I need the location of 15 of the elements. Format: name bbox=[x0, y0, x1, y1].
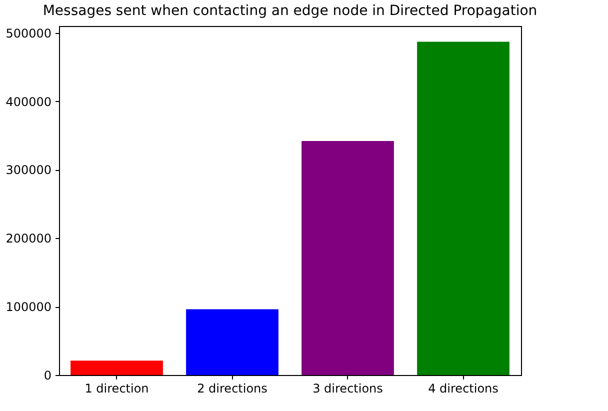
bar bbox=[70, 360, 163, 375]
x-tick-label: 2 directions bbox=[197, 382, 268, 396]
x-tick-label: 1 direction bbox=[84, 382, 149, 396]
y-tick-label: 300000 bbox=[6, 163, 52, 178]
x-tick-label: 4 directions bbox=[428, 382, 498, 396]
x-tick-label: 3 directions bbox=[312, 382, 383, 396]
y-tick-label: 0 bbox=[44, 368, 52, 382]
chart-title: Messages sent when contacting an edge node in Directed Propagation bbox=[42, 3, 538, 19]
y-tick-label: 100000 bbox=[6, 300, 52, 314]
bar bbox=[186, 309, 278, 375]
y-tick-label: 400000 bbox=[6, 94, 52, 109]
bar bbox=[302, 140, 394, 375]
y-tick-label: 200000 bbox=[6, 232, 52, 246]
bar bbox=[417, 42, 510, 375]
y-tick-label: 500000 bbox=[6, 26, 52, 40]
